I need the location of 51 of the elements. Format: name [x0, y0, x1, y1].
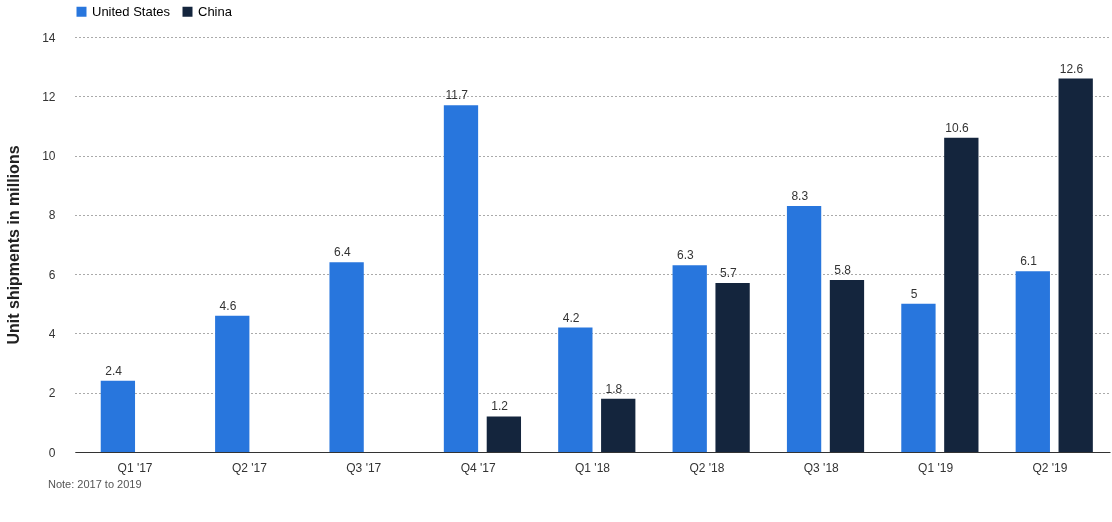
- data-label: 5: [910, 286, 918, 301]
- y-axis-title: Unit shipments in millions: [5, 145, 23, 345]
- bar: [672, 265, 707, 452]
- x-tick-label: Q2 '19: [1032, 460, 1068, 475]
- legend-label: China: [198, 3, 233, 19]
- y-tick-label: 0: [48, 445, 56, 460]
- text: Note: 2017 to 2019: [48, 478, 143, 490]
- data-label: 6.1: [1020, 254, 1038, 269]
- x-tick-label: Q3 '18: [803, 460, 840, 475]
- y-tick-label: 12: [42, 89, 56, 104]
- x-tick-label: Q3 '17: [346, 460, 382, 475]
- data-label: 11.7: [445, 88, 469, 103]
- x-tick-label: Q1 '17: [117, 460, 153, 475]
- y-tick-label: 10: [42, 149, 56, 164]
- bar: [329, 262, 364, 452]
- bar: [215, 315, 250, 452]
- data-label: 1.2: [491, 399, 509, 414]
- data-label: 1.8: [605, 381, 623, 396]
- x-tick-label: Q4 '17: [460, 460, 496, 475]
- bar: [486, 416, 522, 452]
- x-tick-label: Q2 '18: [689, 460, 725, 475]
- data-label: 6.4: [333, 245, 351, 260]
- data-label: 2.4: [105, 363, 123, 378]
- bar: [443, 105, 479, 452]
- x-tick-label: Q1 '18: [575, 460, 611, 475]
- x-tick-label: Q2 '17: [231, 460, 268, 475]
- data-label: 8.3: [791, 188, 809, 203]
- legend-label: United States: [92, 3, 171, 19]
- bar: [558, 327, 593, 452]
- bar: [715, 283, 750, 452]
- bar: [786, 205, 822, 452]
- data-label: 5.8: [834, 263, 852, 278]
- data-label: 6.3: [677, 248, 695, 263]
- data-label: 4.2: [562, 310, 580, 325]
- y-tick-label: 4: [48, 326, 56, 341]
- y-tick-label: 8: [48, 208, 56, 223]
- data-label: 10.6: [945, 120, 970, 135]
- data-label: 5.7: [719, 266, 737, 281]
- bar: [100, 380, 136, 452]
- y-tick-label: 6: [48, 267, 56, 282]
- data-label: 12.6: [1059, 61, 1084, 76]
- bar: [1015, 271, 1050, 452]
- bar: [901, 303, 936, 452]
- y-tick-label: 2: [48, 386, 56, 401]
- bar: [829, 280, 865, 452]
- x-tick-label: Q1 '19: [918, 460, 954, 475]
- bar: [944, 137, 979, 452]
- y-tick-label: 14: [42, 30, 56, 45]
- bar: [601, 398, 636, 452]
- data-label: 4.6: [219, 298, 237, 313]
- bar: [1058, 78, 1093, 452]
